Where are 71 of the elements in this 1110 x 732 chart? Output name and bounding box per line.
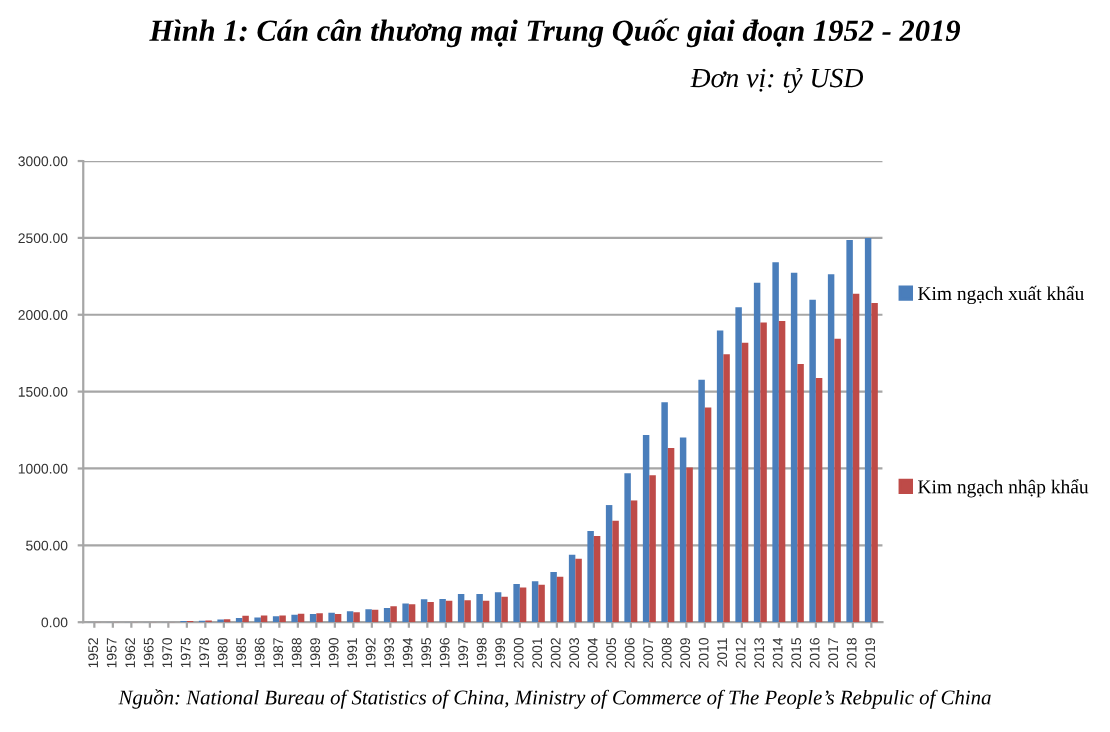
bar [353,612,360,623]
bar [272,616,280,623]
bar [741,342,749,623]
bar [390,606,397,623]
bar [698,379,705,623]
bar [482,600,490,623]
bar [723,354,730,623]
bar [679,437,687,623]
bar [538,584,545,623]
bar [704,407,712,623]
legend-label: Kim ngạch nhập khẩu [918,479,1089,498]
bar [864,238,872,623]
bar [556,576,564,623]
bar [612,520,619,623]
bar [445,600,453,623]
bar [242,615,249,623]
bar [334,614,342,623]
bar [457,594,465,623]
bar [531,581,539,623]
bar [605,505,613,623]
bar [686,467,693,623]
bar [772,262,779,623]
bar [383,608,391,623]
bar [254,617,261,623]
bar [519,587,527,623]
bar [760,322,767,623]
bar [568,554,576,623]
bar [852,293,860,623]
bar [624,473,631,623]
bar [797,363,804,623]
chart-subtitle: Đơn vị: tỷ USD [690,67,864,94]
bar [550,572,557,623]
bar [501,596,508,623]
bar [649,475,656,623]
bar [834,338,841,623]
bar [464,600,471,623]
bar [365,609,372,623]
bar [328,612,335,623]
bar [735,307,742,623]
bar [316,613,323,623]
bar [309,614,317,623]
bar [279,615,286,623]
bar [291,614,298,623]
bar [494,592,502,623]
legend-label: Kim ngạch xuất khẩu [918,285,1084,305]
bar [575,558,582,623]
bar [439,598,446,623]
bar [716,330,724,623]
bar [871,302,878,623]
bar [593,535,601,623]
bar [827,274,835,623]
bar [661,402,668,623]
bar [667,448,675,623]
bar [346,611,354,623]
bar [846,239,853,623]
bar [778,321,786,623]
bar [402,603,409,623]
bar [815,378,823,623]
bar [790,272,798,623]
chart-title: Hình 1: Cán cân thương mại Trung Quốc giai đoạn 1952 - 2019 [149,18,961,48]
bar [476,593,483,623]
bar [427,601,434,623]
bar [642,434,650,623]
bar [809,299,816,623]
text: Nguồn: National Bureau of Statistics of China, Ministry of Commerce of The People’s Rebpulic of China [118,689,991,709]
bar [420,599,428,623]
bar [630,500,638,623]
bar [753,282,761,623]
bar [513,583,520,623]
bar [587,531,594,623]
bar [408,604,416,623]
